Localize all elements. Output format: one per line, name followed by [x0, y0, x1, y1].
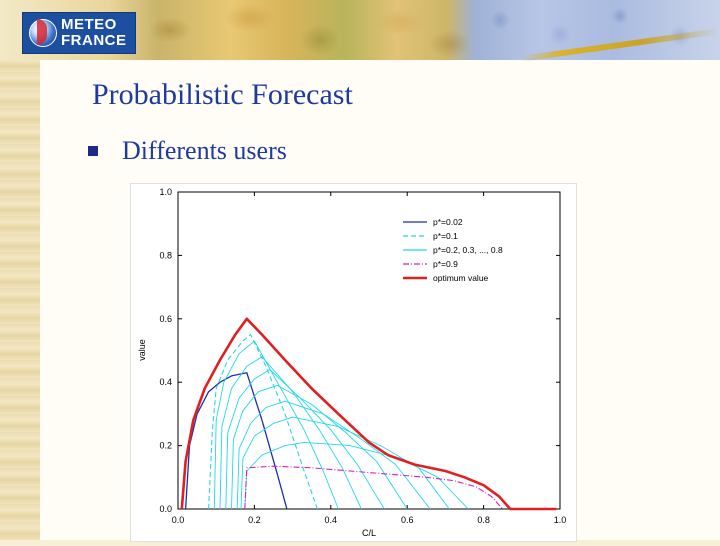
header-banner	[0, 0, 720, 62]
series-line-p-0-1	[208, 334, 318, 510]
y-tick-label: 1.0	[159, 187, 172, 197]
leaf-decoration	[130, 0, 470, 60]
y-tick-label: 0.0	[159, 504, 172, 514]
x-tick-label: 0.0	[172, 515, 185, 525]
slide-title: Probabilistic Forecast	[92, 78, 353, 111]
x-tick-label: 1.0	[554, 515, 567, 525]
globe-accent-icon	[37, 19, 47, 45]
legend-label: p*=0.9	[433, 259, 458, 269]
series-line-p-0-4	[225, 369, 385, 510]
series-line-p-0-6	[236, 400, 431, 510]
series-line-p-0-2	[213, 340, 339, 510]
series-line-p-0-8	[244, 441, 469, 510]
y-tick-label: 0.2	[159, 441, 172, 451]
x-tick-label: 0.6	[401, 515, 414, 525]
chart-frame: 0.0 0.2 0.4 0.6 0.8 1.0 0.0 0.2 0.4 0.6 0.8 1.0 p*=…	[130, 183, 577, 542]
logo-line-1: METEO	[61, 16, 117, 33]
bullet-text: Differents users	[122, 136, 287, 165]
value-chart: 0.0 0.2 0.4 0.6 0.8 1.0 0.0 0.2 0.4 0.6 0.8 1.0 p*=…	[137, 187, 567, 538]
series-line-p-0-3	[219, 356, 362, 510]
x-tick-label: 0.4	[325, 515, 338, 525]
plot-area	[177, 191, 561, 510]
legend-label: p*=0.02	[433, 217, 463, 227]
x-tick-label: 0.2	[248, 515, 261, 525]
y-tick-label: 0.6	[159, 314, 172, 324]
parchment-strip	[0, 0, 40, 540]
logo-line-2: FRANCE	[61, 32, 127, 49]
meteo-france-logo: METEO FRANCE	[22, 12, 136, 54]
series-line-p-0-9	[244, 465, 504, 510]
y-tick-label: 0.8	[159, 250, 172, 260]
x-tick-label: 0.8	[477, 515, 490, 525]
legend-label: p*=0.1	[433, 231, 458, 241]
y-axis-label: value	[137, 339, 147, 361]
legend-label: optimum value	[433, 273, 489, 283]
x-axis-label: C/L	[362, 528, 376, 538]
bullet-square-icon	[88, 146, 98, 156]
legend-label: p*=0.2, 0.3, ..., 0.8	[433, 245, 503, 255]
y-tick-label: 0.4	[159, 377, 172, 387]
series-line-optimum-value	[180, 317, 557, 511]
series-line-p-0-5	[231, 384, 408, 510]
